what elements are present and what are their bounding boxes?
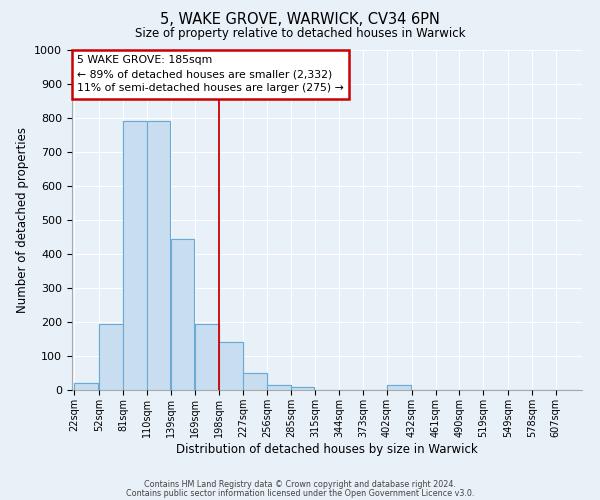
Bar: [171, 238, 194, 390]
Text: 5, WAKE GROVE, WARWICK, CV34 6PN: 5, WAKE GROVE, WARWICK, CV34 6PN: [160, 12, 440, 28]
Text: Contains HM Land Registry data © Crown copyright and database right 2024.: Contains HM Land Registry data © Crown c…: [144, 480, 456, 489]
Bar: [219, 342, 243, 390]
Bar: [387, 385, 410, 390]
Bar: [74, 383, 98, 390]
Text: 5 WAKE GROVE: 185sqm
← 89% of detached houses are smaller (2,332)
11% of semi-de: 5 WAKE GROVE: 185sqm ← 89% of detached h…: [77, 55, 344, 93]
Bar: [219, 342, 243, 390]
Bar: [74, 383, 98, 390]
Text: Contains public sector information licensed under the Open Government Licence v3: Contains public sector information licen…: [126, 488, 474, 498]
Bar: [171, 238, 194, 390]
Bar: [243, 373, 267, 390]
Bar: [291, 386, 314, 390]
Bar: [196, 324, 219, 390]
Bar: [267, 385, 290, 390]
Text: Size of property relative to detached houses in Warwick: Size of property relative to detached ho…: [135, 28, 465, 40]
Bar: [123, 122, 146, 390]
Bar: [387, 385, 410, 390]
Bar: [147, 122, 170, 390]
Bar: [243, 373, 267, 390]
Bar: [99, 324, 123, 390]
X-axis label: Distribution of detached houses by size in Warwick: Distribution of detached houses by size …: [176, 442, 478, 456]
Bar: [123, 122, 146, 390]
Bar: [267, 385, 290, 390]
Bar: [99, 324, 123, 390]
Bar: [291, 386, 314, 390]
Bar: [196, 324, 219, 390]
Y-axis label: Number of detached properties: Number of detached properties: [16, 127, 29, 313]
Bar: [147, 122, 170, 390]
